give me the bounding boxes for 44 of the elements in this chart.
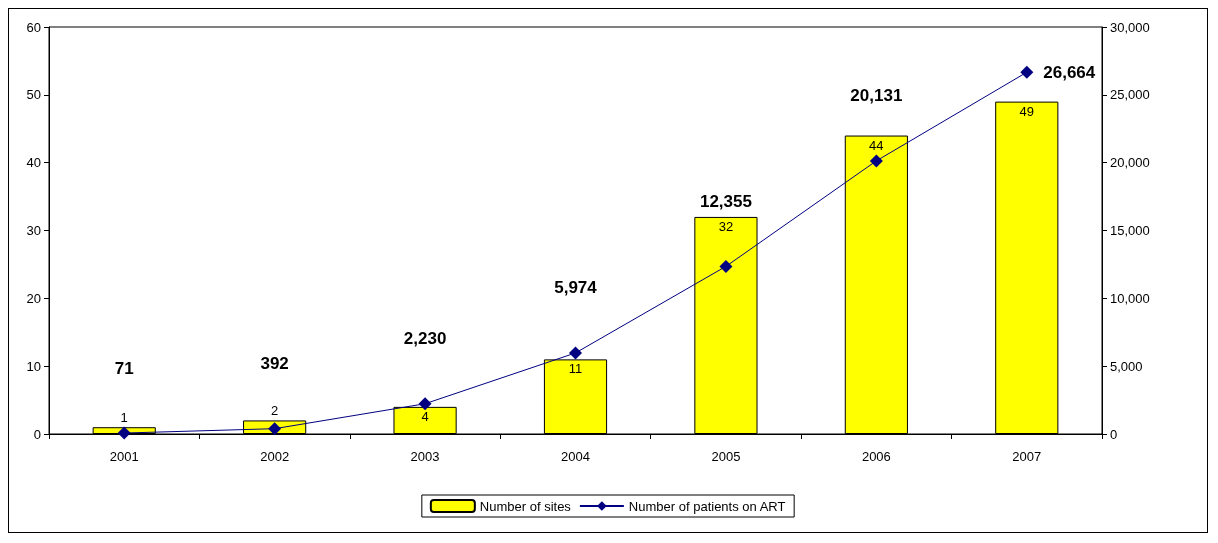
point: [719, 259, 733, 273]
data-label: 5,974: [554, 278, 598, 298]
x-tick-label: 2005: [711, 449, 741, 464]
data-label: 20,131: [850, 86, 903, 106]
x-tick-label: 2006: [861, 449, 891, 464]
y-tick-label: 0: [33, 426, 41, 442]
y2-tick-label: 10,000: [1110, 290, 1150, 306]
y2-tick-label: 5,000: [1110, 358, 1143, 374]
x-tick-label: 2007: [1012, 449, 1042, 464]
point: [268, 422, 282, 436]
point: [569, 346, 582, 360]
data-label: 1: [120, 410, 128, 426]
data-label: 2,230: [403, 329, 447, 349]
point: [117, 426, 131, 440]
x-tick-label: 2004: [561, 449, 590, 464]
y-tick-label: 10: [26, 358, 41, 374]
y-tick-label: 30: [26, 223, 41, 238]
y-tick-label: 60: [26, 19, 41, 35]
legend-label: Number of patients on ART: [628, 498, 786, 514]
point: [1020, 65, 1034, 79]
data-label: 26,664: [1043, 62, 1096, 82]
x-tick-label: 2002: [260, 449, 290, 464]
data-label: 32: [718, 218, 734, 234]
data-label: 12,355: [699, 191, 752, 211]
legend-label: Number of sites: [479, 498, 572, 514]
data-label: 4: [421, 408, 429, 424]
data-label: 392: [260, 354, 289, 374]
point: [418, 397, 432, 411]
y2-tick-label: 0: [1110, 426, 1118, 442]
y-tick-label: 50: [26, 87, 41, 103]
y2-tick-label: 15,000: [1110, 223, 1150, 238]
y-tick-label: 20: [26, 290, 41, 306]
y2-tick-label: 25,000: [1110, 87, 1150, 103]
data-label: 71: [114, 358, 134, 378]
point: [869, 154, 883, 168]
y2-tick-label: 30,000: [1110, 19, 1150, 35]
y2-tick-label: 20,000: [1110, 155, 1150, 171]
y-tick-label: 40: [26, 155, 41, 171]
data-label: 44: [869, 137, 884, 153]
x-tick-label: 2003: [410, 449, 440, 464]
data-label: 11: [568, 361, 583, 377]
x-tick-label: 2001: [109, 449, 139, 464]
data-label: 49: [1019, 103, 1035, 119]
data-label: 2: [271, 403, 279, 419]
